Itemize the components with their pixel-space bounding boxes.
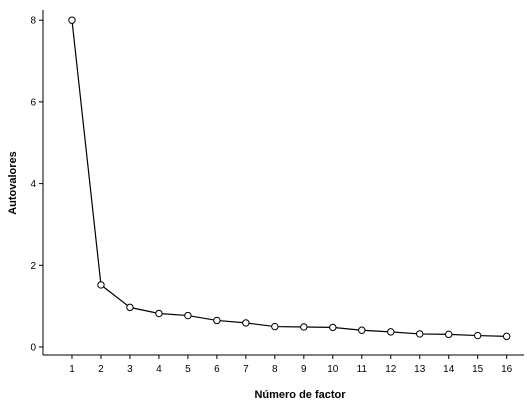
series <box>68 16 511 341</box>
x-tick-label: 4 <box>156 364 162 375</box>
data-point <box>68 16 76 24</box>
y-tick-label: 2 <box>30 261 36 272</box>
x-tick-label: 11 <box>357 364 368 375</box>
y-axis-title: Autovalores <box>7 151 19 215</box>
x-tick-label: 13 <box>414 364 426 375</box>
y-tick-label: 6 <box>30 97 36 108</box>
data-point <box>126 303 134 312</box>
data-point <box>271 322 279 331</box>
data-point <box>97 281 105 289</box>
data-point <box>155 309 163 318</box>
series-line <box>71 20 507 337</box>
data-point <box>329 323 337 332</box>
y-tick-label: 8 <box>30 16 36 27</box>
y-tick-label: 4 <box>30 179 36 190</box>
x-tick-label: 3 <box>127 364 133 375</box>
x-ticks: 1 2 3 4 5 6 7 8 9 10 11 12 13 14 15 16 <box>69 355 513 375</box>
x-tick-label: 10 <box>327 364 339 375</box>
x-tick-label: 1 <box>69 364 75 375</box>
axes <box>42 10 524 356</box>
x-tick-label: 15 <box>472 364 484 375</box>
y-ticks: 0 2 4 6 8 <box>30 16 43 354</box>
data-point <box>242 319 250 327</box>
data-point <box>387 328 395 336</box>
x-tick-label: 5 <box>185 364 191 375</box>
data-point <box>502 332 511 341</box>
x-tick-label: 12 <box>385 364 397 375</box>
y-tick-label: 0 <box>30 343 36 354</box>
data-point <box>300 323 308 331</box>
x-tick-label: 6 <box>214 364 220 375</box>
data-point <box>358 326 366 334</box>
x-axis-title: Número de factor <box>254 389 346 401</box>
x-tick-label: 2 <box>98 364 104 375</box>
data-point <box>184 311 192 320</box>
x-tick-label: 16 <box>501 364 513 375</box>
data-point <box>416 330 424 338</box>
x-tick-label: 9 <box>301 364 307 375</box>
x-tick-label: 7 <box>243 364 249 375</box>
data-point <box>445 330 453 339</box>
data-point <box>474 331 482 340</box>
x-tick-label: 14 <box>443 364 455 375</box>
data-point <box>213 316 221 325</box>
x-tick-label: 8 <box>272 364 278 375</box>
